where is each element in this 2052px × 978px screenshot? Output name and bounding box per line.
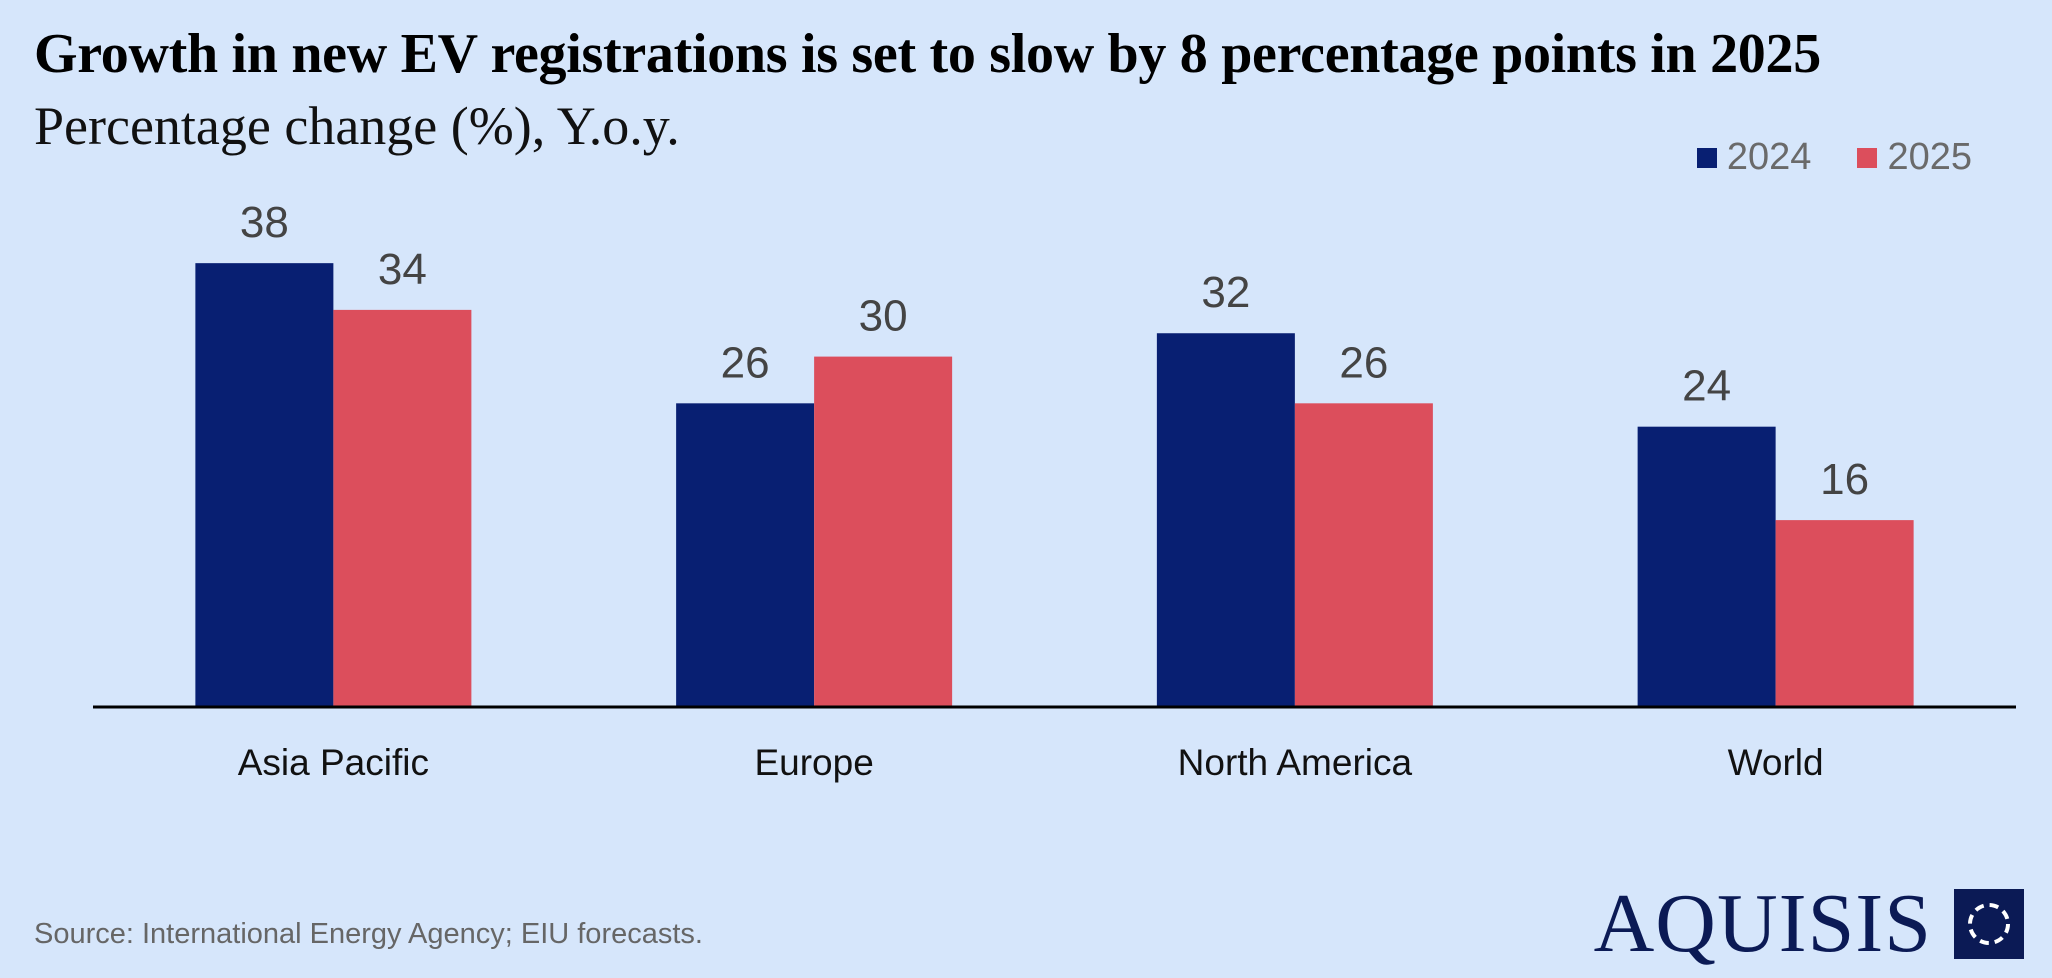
bar-asia-pacific-2024 xyxy=(195,263,334,707)
bar-europe-2024 xyxy=(676,403,815,707)
legend-label-2025: 2025 xyxy=(1887,136,1972,178)
source-note: Source: International Energy Agency; EIU… xyxy=(34,918,703,950)
bar-world-2025 xyxy=(1775,520,1914,707)
dashed-circle-square-icon xyxy=(1954,889,2024,959)
bar-north-america-2024 xyxy=(1156,333,1295,707)
data-label-europe-2024: 26 xyxy=(721,338,770,387)
legend: 2024 2025 xyxy=(1696,136,1972,179)
data-label-north-america-2024: 32 xyxy=(1201,268,1250,317)
x-tick-label-asia-pacific: Asia Pacific xyxy=(238,742,429,783)
x-tick-label-europe: Europe xyxy=(754,742,873,783)
bar-chart: 38 34 Asia Pacific 26 30 Europe 32 26 North Amer… xyxy=(93,198,2016,783)
legend-swatch-2024 xyxy=(1696,147,1717,168)
brand-name: AQUISIS xyxy=(1593,877,1932,970)
legend-swatch-2025 xyxy=(1857,147,1878,168)
bar-europe-2025 xyxy=(814,356,953,707)
legend-item-2024: 2024 xyxy=(1696,136,1812,179)
bar-north-america-2025 xyxy=(1294,403,1433,707)
brand-logo: AQUISIS xyxy=(1594,882,2024,966)
data-label-north-america-2025: 26 xyxy=(1339,338,1388,387)
bar-asia-pacific-2025 xyxy=(333,309,472,707)
x-tick-label-north-america: North America xyxy=(1178,742,1413,783)
data-label-asia-pacific-2025: 34 xyxy=(378,245,427,294)
data-label-europe-2025: 30 xyxy=(859,292,908,341)
legend-label-2024: 2024 xyxy=(1726,136,1812,178)
legend-item-2025: 2025 xyxy=(1857,136,1972,179)
bar-world-2024 xyxy=(1637,426,1776,707)
data-label-world-2024: 24 xyxy=(1682,362,1731,411)
x-tick-label-world: World xyxy=(1728,742,1824,783)
data-label-asia-pacific-2024: 38 xyxy=(240,198,289,247)
chart-subtitle: Percentage change (%), Y.o.y. xyxy=(34,96,680,156)
chart-title: Growth in new EV registrations is set to… xyxy=(34,23,1821,85)
data-label-world-2025: 16 xyxy=(1820,455,1869,504)
